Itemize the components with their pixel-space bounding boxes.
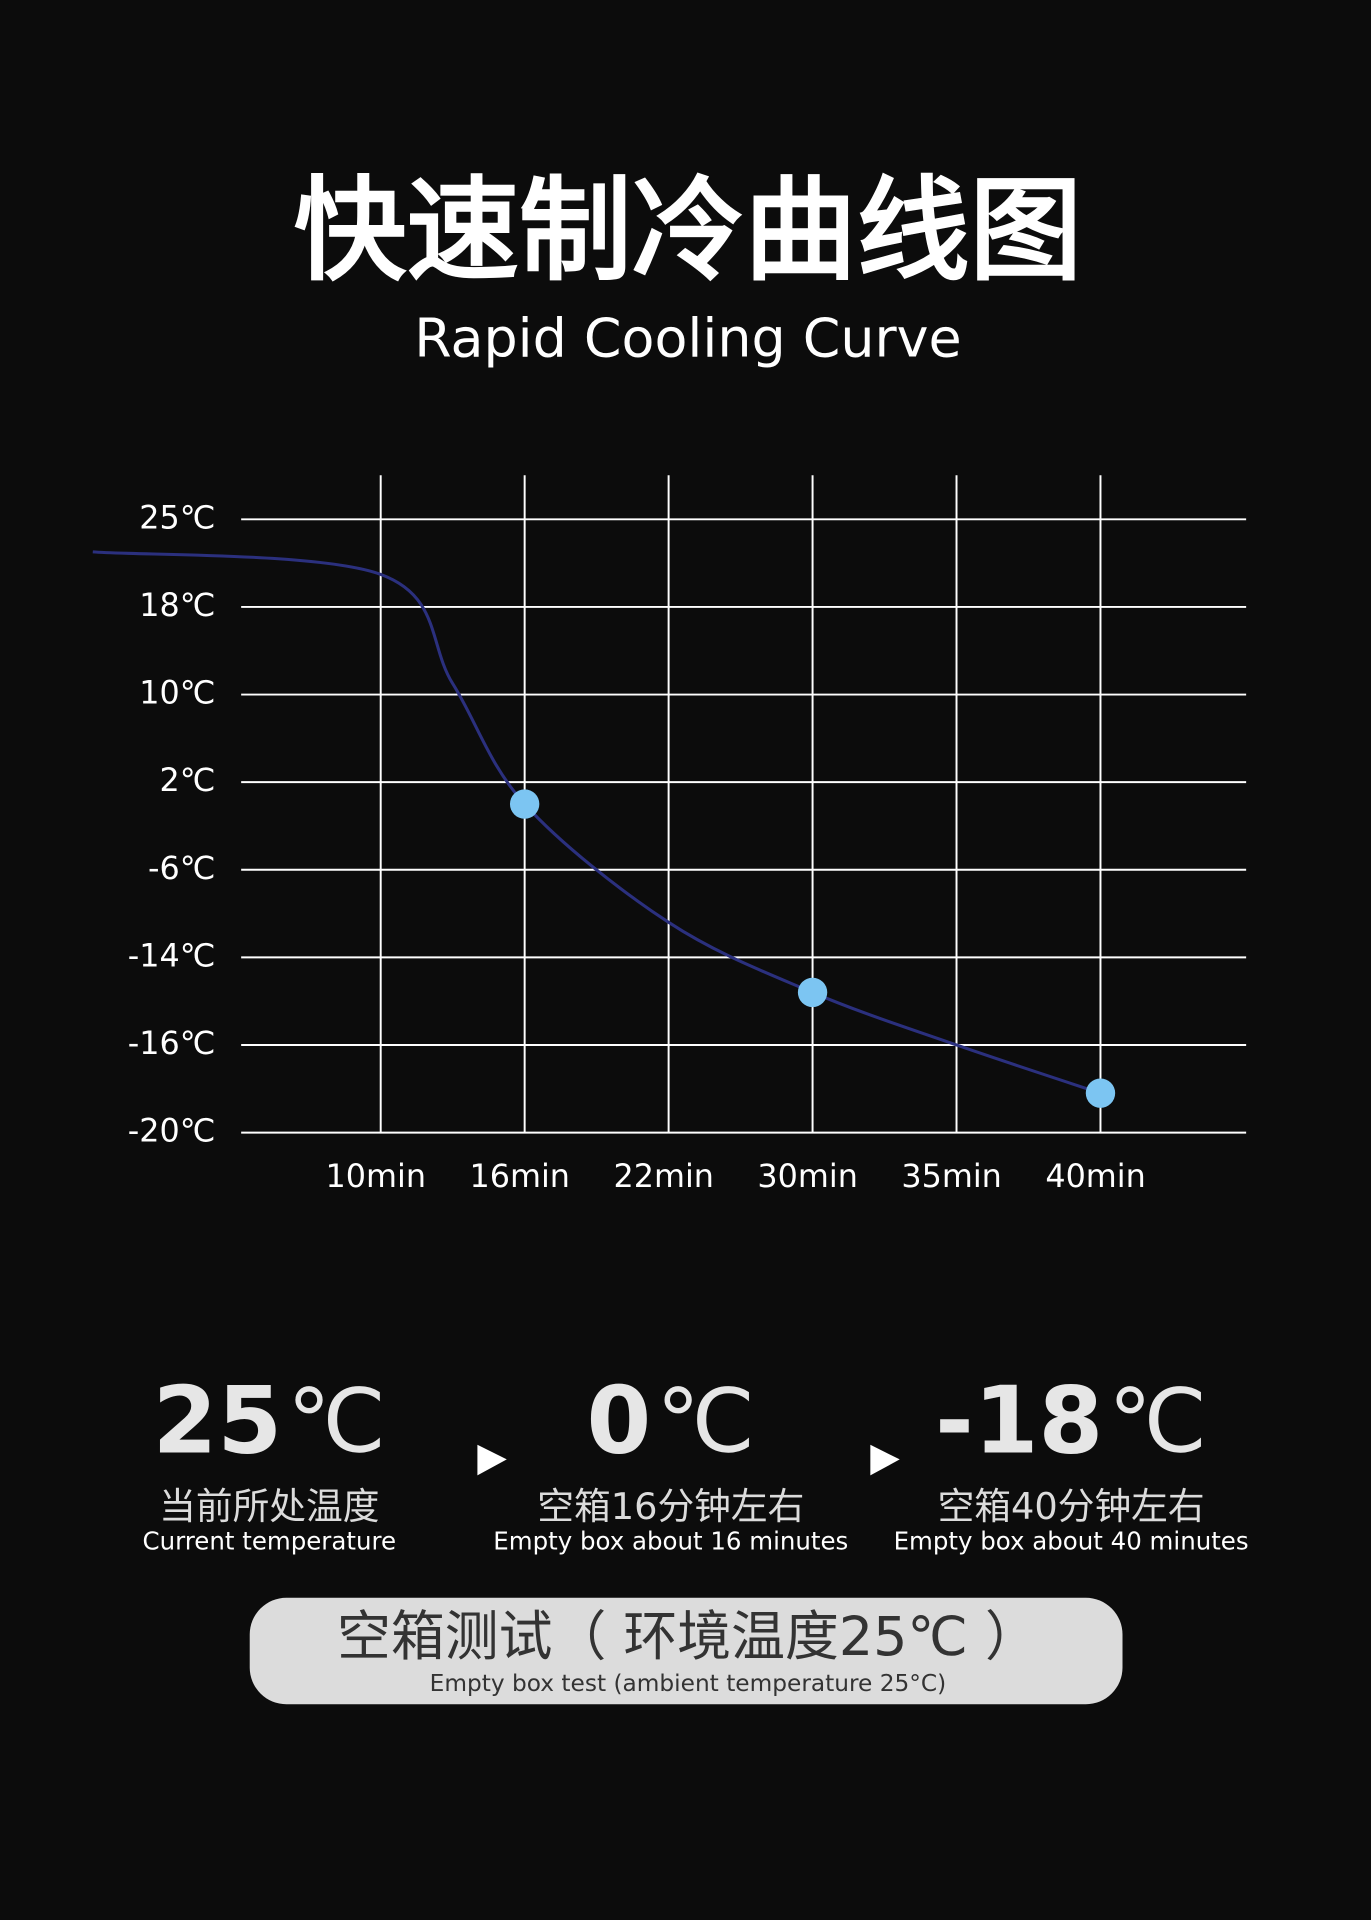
stat-number: -18 (935, 1367, 1103, 1475)
stat-unit: ℃ (287, 1370, 386, 1473)
stat-label-en: Current temperature (143, 1527, 396, 1556)
arrow (870, 1444, 900, 1476)
marker (509, 789, 540, 819)
marker (1085, 1078, 1116, 1108)
stat-unit: ℃ (656, 1370, 755, 1473)
y-tick-label: -20℃ (128, 1112, 216, 1150)
stat-label-en: Empty box about 40 minutes (894, 1527, 1249, 1556)
y-tick-label: -14℃ (128, 936, 216, 974)
arrow (477, 1444, 507, 1476)
stat-unit: ℃ (1108, 1370, 1207, 1473)
y-tick-label: 25℃ (139, 498, 215, 536)
stat-number: 25 (153, 1367, 282, 1475)
stat-label: 空箱16分钟左右 (537, 1485, 804, 1528)
stat-label: 当前所处温度 (159, 1485, 379, 1528)
marker (797, 977, 828, 1008)
stat-label-en: Empty box about 16 minutes (493, 1527, 848, 1556)
note-subtitle: Empty box test (ambient temperature 25°C… (430, 1670, 947, 1697)
x-tick-label: 30min (757, 1157, 857, 1195)
chart: 25℃ 18℃ 10℃ 2℃ -6℃ -14℃ -16℃ -20℃ 10min 16min 22mi… (92, 475, 1247, 1195)
stat-value: 0℃ (587, 1367, 756, 1475)
y-tick-label: -6℃ (148, 849, 215, 887)
y-tick-label: 2℃ (159, 761, 215, 799)
note-title: 空箱测试（ 环境温度25℃ ） (337, 1605, 1039, 1668)
stat-value: -18℃ (935, 1367, 1207, 1475)
x-tick-label: 40min (1045, 1157, 1145, 1195)
stat-number: 0 (587, 1367, 652, 1475)
chart-subtitle: Rapid Cooling Curve (414, 306, 961, 369)
x-tick-label: 16min (470, 1157, 570, 1195)
x-tick-label: 35min (901, 1157, 1001, 1195)
curve (92, 550, 1101, 1095)
note-box (249, 1597, 1123, 1705)
y-tick-label: 18℃ (139, 586, 215, 624)
x-tick-label: 22min (613, 1157, 713, 1195)
y-tick-label: -16℃ (128, 1024, 216, 1062)
x-tick-label: 10min (326, 1157, 426, 1195)
chart-title: 快速制冷曲线图 (294, 165, 1082, 297)
stat-label: 空箱40分钟左右 (938, 1485, 1205, 1528)
y-tick-label: 10℃ (139, 674, 215, 712)
stat-value: 25℃ (153, 1367, 386, 1475)
